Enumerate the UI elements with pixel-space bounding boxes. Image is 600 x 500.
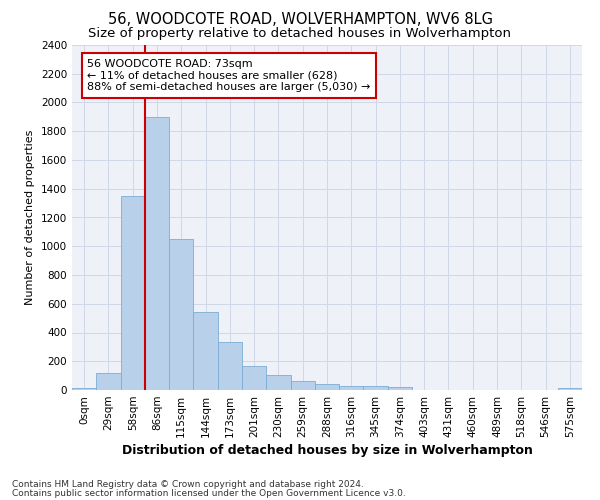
Bar — [169, 239, 193, 390]
Bar — [72, 388, 96, 390]
Bar — [193, 312, 218, 390]
Bar — [121, 196, 145, 390]
Text: 56, WOODCOTE ROAD, WOLVERHAMPTON, WV6 8LG: 56, WOODCOTE ROAD, WOLVERHAMPTON, WV6 8L… — [107, 12, 493, 28]
Text: 56 WOODCOTE ROAD: 73sqm
← 11% of detached houses are smaller (628)
88% of semi-d: 56 WOODCOTE ROAD: 73sqm ← 11% of detache… — [88, 59, 371, 92]
Bar — [558, 388, 582, 390]
Bar — [339, 386, 364, 390]
Bar — [218, 342, 242, 390]
Y-axis label: Number of detached properties: Number of detached properties — [25, 130, 35, 305]
Bar — [96, 373, 121, 390]
Bar — [388, 387, 412, 390]
Bar — [315, 384, 339, 390]
Bar — [364, 386, 388, 390]
Bar — [290, 382, 315, 390]
Text: Size of property relative to detached houses in Wolverhampton: Size of property relative to detached ho… — [89, 28, 511, 40]
Bar — [145, 117, 169, 390]
Text: Contains public sector information licensed under the Open Government Licence v3: Contains public sector information licen… — [12, 488, 406, 498]
Bar — [242, 366, 266, 390]
Text: Contains HM Land Registry data © Crown copyright and database right 2024.: Contains HM Land Registry data © Crown c… — [12, 480, 364, 489]
Bar — [266, 375, 290, 390]
X-axis label: Distribution of detached houses by size in Wolverhampton: Distribution of detached houses by size … — [122, 444, 532, 457]
